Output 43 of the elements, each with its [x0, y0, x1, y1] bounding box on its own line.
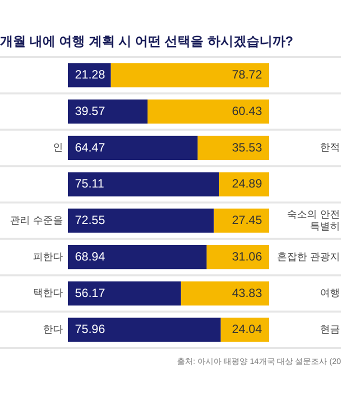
y-tick-label: 택한다 — [33, 288, 63, 300]
bar — [180, 281, 269, 306]
bar — [198, 136, 269, 160]
chart-title: 개월 내에 여행 계획 시 어떤 선택을 하시겠습니까? — [0, 34, 294, 49]
bar — [68, 63, 111, 88]
bar — [220, 318, 269, 342]
data-label: 56.17 — [75, 286, 106, 300]
data-label: 24.89 — [232, 176, 262, 191]
y-tick-label: 인 — [53, 142, 63, 154]
bar — [110, 63, 269, 88]
data-label: 75.96 — [75, 322, 106, 336]
data-label: 43.83 — [232, 286, 262, 300]
data-label: 35.53 — [232, 140, 262, 154]
y-tick-label: 관리 수준을 — [10, 215, 63, 226]
bar — [148, 100, 269, 124]
bar — [68, 318, 221, 342]
data-label: 72.55 — [75, 213, 106, 227]
bar — [68, 100, 148, 124]
data-label: 21.28 — [75, 68, 106, 82]
bar — [68, 208, 214, 233]
y-tick-label: 한다 — [43, 324, 63, 336]
y-tick-label: 피한다 — [33, 252, 63, 263]
data-label: 31.06 — [232, 249, 262, 264]
y2-tick-label: 혼잡한 관광지 — [277, 252, 340, 263]
bar — [68, 281, 181, 306]
bar — [214, 208, 269, 233]
y2-tick-label: 숙소의 안전 특별히 — [287, 209, 340, 232]
data-label: 75.11 — [75, 176, 104, 191]
y2-tick-label: 한적 — [320, 142, 340, 154]
data-label: 24.04 — [232, 322, 262, 336]
data-label: 60.43 — [232, 104, 262, 118]
data-label: 68.94 — [75, 249, 106, 264]
data-label: 64.47 — [75, 140, 106, 154]
bar — [68, 136, 198, 160]
y2-tick-label: 여행 — [320, 288, 340, 300]
bar — [68, 172, 219, 196]
data-label: 78.72 — [232, 68, 262, 82]
data-label: 39.57 — [75, 104, 106, 118]
source-note: 출처: 아시아 태평양 14개국 대상 설문조사 (20 — [176, 357, 341, 366]
bar — [68, 245, 207, 270]
bar — [206, 245, 269, 270]
data-label: 27.45 — [232, 213, 262, 227]
y2-tick-label: 현금 — [320, 324, 340, 336]
